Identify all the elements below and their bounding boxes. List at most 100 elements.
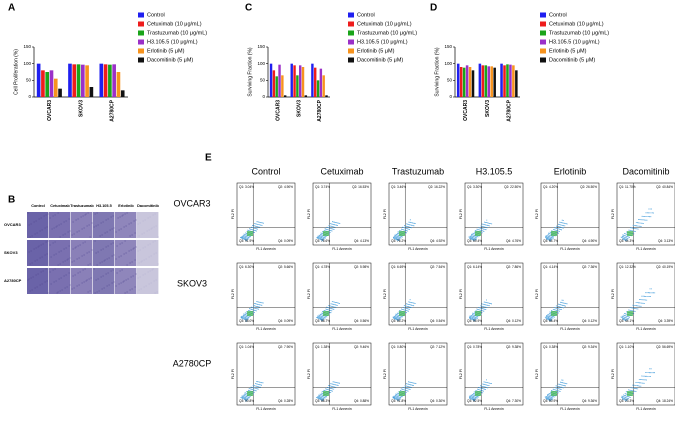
plot-frame	[236, 342, 296, 406]
quadrant-value: Q1: 6.69%	[391, 265, 406, 269]
bar	[278, 64, 281, 97]
quadrant-value: Q2: 26.50%	[580, 185, 597, 189]
bar	[103, 64, 108, 97]
legend-swatch	[348, 12, 354, 18]
scatter-cloud	[621, 368, 655, 402]
scatter-cloud	[468, 219, 493, 241]
x-axis-label: FL1 Annexin	[332, 407, 352, 411]
y-tick-label: 0	[262, 94, 265, 99]
quadrant-value: Q4: 18.24%	[656, 399, 673, 403]
quadrant-value: Q1: 11.70%	[619, 185, 636, 189]
scatter-core	[323, 391, 329, 396]
bar	[487, 66, 491, 97]
legend-swatch	[348, 48, 354, 54]
x-axis-label: FL1 Annexin	[484, 327, 504, 331]
plot-frame	[312, 342, 372, 406]
y-tick-label: 150	[257, 44, 265, 49]
bar	[293, 65, 296, 97]
quadrant-value: Q1: 0.80%	[391, 345, 406, 349]
quadrant-value: Q4: 0.12%	[582, 319, 597, 323]
legend-swatch	[138, 57, 144, 63]
quadrant-value: Q2: 56.69%	[656, 345, 673, 349]
x-tick-label: A2780CP	[110, 99, 116, 121]
bar	[509, 64, 512, 97]
row-label: OVCAR3	[4, 222, 21, 227]
y-tick-label: 100	[23, 61, 31, 66]
panel-label: A	[8, 3, 15, 14]
legend-label: Erlotinib (5 μM)	[147, 48, 185, 54]
column-label: H3.105.5	[96, 204, 111, 208]
quadrant-value: Q4: 0.88%	[354, 399, 369, 403]
column-label: Cetuximab	[320, 166, 363, 176]
plot-frame	[464, 182, 524, 246]
well-image	[93, 240, 115, 266]
x-axis-label: FL1 Annexin	[408, 327, 428, 331]
scatter-core	[399, 311, 405, 316]
quadrant-value: Q2: 16.53%	[352, 185, 369, 189]
legend-swatch	[540, 21, 546, 27]
plot-frame	[540, 182, 600, 246]
y-axis-label: FL2 PI	[307, 369, 311, 379]
y-axis-label: FL2 PI	[307, 209, 311, 219]
y-axis-label: Surviving Fraction (%)	[247, 47, 253, 97]
y-axis-label: FL2 PI	[459, 289, 463, 299]
quadrant-value: Q3: 85.9%	[467, 319, 482, 323]
quadrant-value: Q1: 12.32%	[619, 265, 636, 269]
legend-swatch	[348, 57, 354, 63]
plot-frame	[388, 182, 448, 246]
legend-swatch	[138, 48, 144, 54]
bar	[99, 63, 104, 97]
well-image	[71, 212, 93, 238]
scatter-core	[475, 311, 481, 316]
plot-frame	[312, 262, 372, 326]
legend-label: H3.105.5 (10 μg/mL)	[357, 39, 408, 45]
legend-label: Control	[549, 12, 567, 18]
y-axis-label: FL2 PI	[535, 369, 539, 379]
bar	[112, 64, 116, 97]
quadrant-value: Q3: 76.2%	[391, 239, 406, 243]
plot-frame	[464, 262, 524, 326]
cell-texture	[137, 213, 159, 238]
bar	[58, 88, 62, 97]
quadrant-value: Q1: 4.78%	[315, 265, 330, 269]
quadrant-value: Q1: 6.14%	[467, 265, 482, 269]
bar	[462, 67, 466, 97]
quadrant-value: Q2: 7.86%	[506, 265, 521, 269]
y-tick-label: 0	[449, 94, 452, 99]
bar	[506, 64, 509, 97]
quadrant-value: Q2: 7.36%	[582, 265, 597, 269]
x-tick-label: SKOV3	[296, 100, 302, 117]
well-image	[93, 212, 115, 238]
column-label: Erlotinib	[554, 166, 587, 176]
scatter-cloud	[469, 299, 492, 322]
row-label: A2780CP	[173, 358, 212, 368]
quadrant-value: Q1: 3.04%	[239, 185, 254, 189]
bar	[481, 65, 485, 97]
quadrant-value: Q4: 4.76%	[506, 239, 521, 243]
bar	[471, 70, 475, 97]
scatter-core	[323, 231, 329, 236]
bar	[281, 75, 284, 97]
y-axis-label: FL2 PI	[383, 209, 387, 219]
bar	[459, 67, 463, 97]
bar	[72, 64, 77, 97]
plot-frame	[388, 262, 448, 326]
bar	[503, 65, 506, 97]
y-axis-label: FL2 PI	[611, 369, 615, 379]
legend-label: Dacomitinib (5 μM)	[147, 57, 193, 63]
x-axis-label: FL1 Annexin	[256, 407, 276, 411]
column-label: H3.105.5	[476, 166, 513, 176]
y-tick-label: 100	[257, 61, 265, 66]
bar	[515, 70, 518, 97]
legend-swatch	[348, 21, 354, 27]
legend-swatch	[540, 57, 546, 63]
x-axis-label: FL1 Annexin	[636, 327, 656, 331]
well-image	[71, 240, 93, 266]
quadrant-value: Q3: 44.1%	[619, 319, 634, 323]
quadrant-value: Q1: 3.46%	[391, 185, 406, 189]
bar	[319, 68, 323, 97]
quadrant-value: Q3: 88.3%	[315, 399, 330, 403]
y-axis-label: FL2 PI	[459, 369, 463, 379]
legend-swatch	[540, 12, 546, 18]
